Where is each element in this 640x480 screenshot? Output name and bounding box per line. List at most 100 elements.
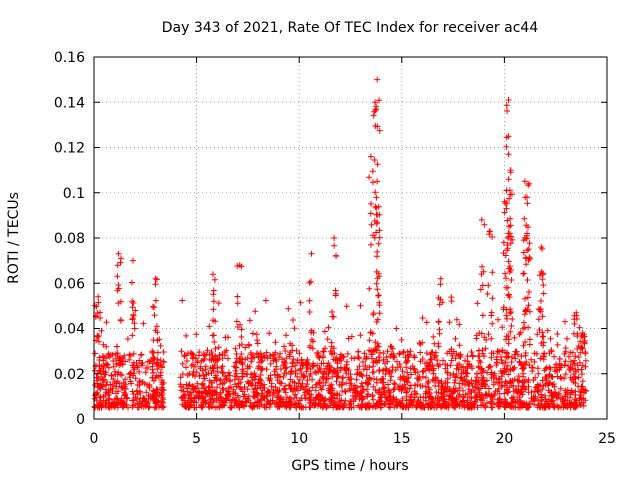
data-point <box>396 350 403 357</box>
data-point <box>374 161 381 168</box>
data-point <box>151 388 158 395</box>
data-point <box>263 366 270 373</box>
data-point <box>374 76 381 83</box>
data-point <box>360 386 367 393</box>
data-point <box>103 343 110 350</box>
data-point <box>352 389 359 396</box>
data-point <box>577 338 584 345</box>
data-point <box>273 399 280 406</box>
data-point <box>423 319 430 326</box>
data-point <box>480 395 487 402</box>
data-point <box>210 332 217 339</box>
data-point <box>376 227 383 234</box>
data-point <box>317 403 324 410</box>
data-point <box>252 373 259 380</box>
data-point <box>366 285 373 292</box>
data-point <box>451 403 457 410</box>
data-point <box>554 341 561 348</box>
data-point <box>294 373 301 380</box>
data-point <box>206 404 213 411</box>
data-point <box>504 108 511 114</box>
data-point <box>505 388 512 395</box>
data-point <box>321 328 328 335</box>
data-point <box>468 377 475 384</box>
data-point <box>403 358 410 365</box>
data-point <box>310 338 317 345</box>
data-point <box>210 298 217 305</box>
data-point <box>469 353 476 360</box>
data-point <box>578 332 585 339</box>
data-point <box>504 217 511 224</box>
data-point <box>544 327 551 334</box>
data-point <box>419 368 426 375</box>
data-point <box>383 366 390 373</box>
data-point <box>422 397 429 404</box>
data-point <box>479 263 485 270</box>
data-point <box>572 380 579 386</box>
data-point <box>296 376 303 383</box>
data-point <box>399 385 406 392</box>
data-point <box>276 400 282 406</box>
data-point <box>199 390 206 397</box>
data-point <box>287 369 294 375</box>
data-point <box>373 106 380 112</box>
data-point <box>153 397 160 404</box>
data-point <box>502 396 508 403</box>
data-point <box>318 386 325 393</box>
data-point <box>114 353 121 360</box>
data-point <box>423 374 429 381</box>
data-point <box>96 338 102 345</box>
data-point <box>357 383 364 390</box>
x-tick-label: 20 <box>495 431 513 447</box>
data-point <box>102 371 109 378</box>
data-point <box>472 378 479 385</box>
data-point <box>440 357 446 364</box>
data-point <box>524 200 531 207</box>
data-point <box>505 258 512 265</box>
data-point <box>210 368 217 374</box>
data-point <box>335 373 342 380</box>
data-point <box>219 397 226 404</box>
data-point <box>150 377 157 384</box>
data-point <box>192 363 198 370</box>
data-point <box>348 382 355 389</box>
data-point <box>419 315 426 321</box>
data-point <box>540 290 547 297</box>
data-point <box>376 299 383 306</box>
data-point <box>280 396 287 403</box>
data-point <box>309 345 316 352</box>
data-point <box>210 306 217 313</box>
data-point <box>286 382 293 388</box>
data-point <box>526 341 533 348</box>
y-axis-label: ROTI / TECUs <box>6 192 22 284</box>
data-point <box>436 326 443 333</box>
data-point <box>524 194 530 201</box>
data-point <box>113 343 120 350</box>
data-point <box>208 357 215 364</box>
data-point <box>212 345 219 352</box>
data-point <box>382 371 389 378</box>
data-point <box>399 395 406 402</box>
data-point <box>508 309 514 315</box>
data-point <box>387 377 394 384</box>
data-point <box>334 360 341 367</box>
data-point <box>306 279 313 286</box>
data-point <box>375 292 382 299</box>
data-point <box>428 356 435 362</box>
data-point <box>573 316 580 322</box>
data-point <box>329 349 336 356</box>
data-point <box>237 384 243 391</box>
data-point <box>323 365 330 372</box>
data-point <box>120 379 127 386</box>
data-point <box>221 379 228 386</box>
data-point <box>549 400 556 407</box>
data-point <box>538 268 545 275</box>
data-point <box>283 370 290 377</box>
data-point <box>412 382 419 389</box>
data-point <box>277 350 284 357</box>
data-point <box>518 353 525 360</box>
data-point <box>154 389 161 396</box>
data-point <box>130 300 137 306</box>
y-tick-label: 0.06 <box>54 276 85 292</box>
data-point <box>362 362 369 369</box>
